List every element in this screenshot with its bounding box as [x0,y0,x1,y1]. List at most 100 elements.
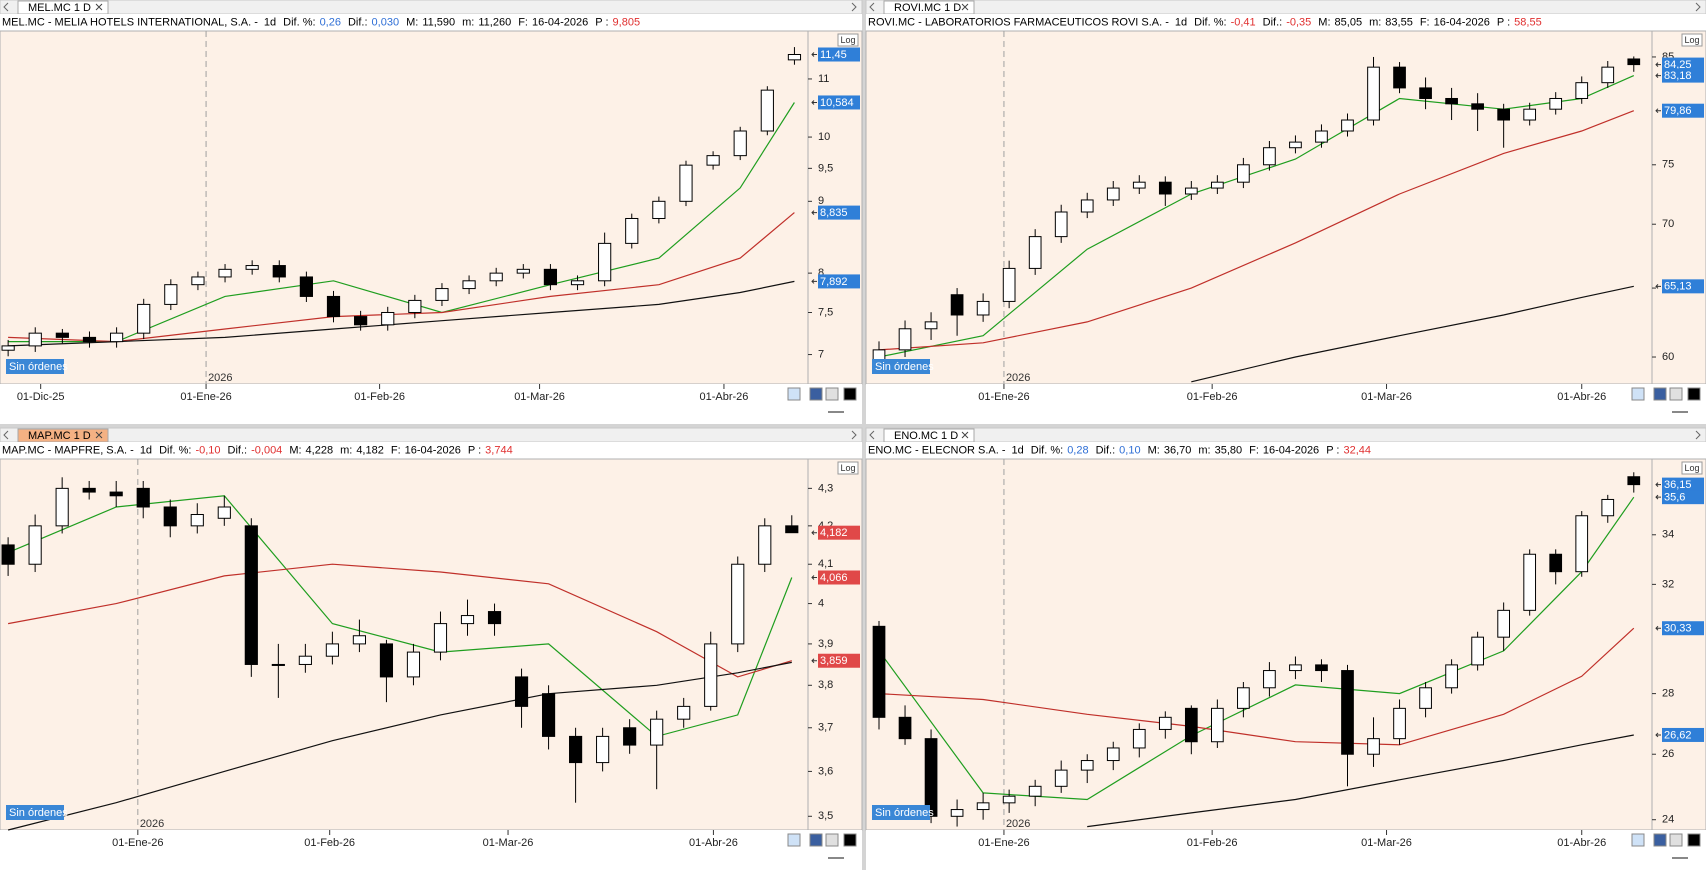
toolbar-button[interactable] [1631,387,1645,401]
y-tick-label: 60 [1662,351,1674,363]
toolbar-button[interactable] [787,833,801,847]
symbol-name: ROVI.MC - LABORATORIOS FARMACEUTICOS ROV… [868,16,1169,28]
candle-body [1341,670,1354,755]
tab-left-arrow[interactable] [869,2,875,12]
tab-left-arrow[interactable] [869,430,875,440]
candle-body [1028,785,1042,797]
toolbar-button[interactable] [809,387,823,401]
candle-body [1627,476,1641,486]
candle-body [462,280,476,290]
candle-body [109,491,123,497]
toolbar-button[interactable] [843,387,857,401]
tab-left-arrow[interactable] [3,430,9,440]
price-tag [1662,727,1704,742]
candle-body [787,54,802,61]
candle-body [218,268,232,278]
tab-right-arrow[interactable] [1695,2,1701,12]
x-tick-label: 01-Abr-26 [1557,837,1606,849]
field-label: M: [1318,16,1330,28]
toolbar-button[interactable] [825,387,839,401]
header-bar [866,442,1706,459]
candle-body [1289,141,1302,149]
tab-left-arrow[interactable] [3,2,9,12]
candle-body [625,217,639,244]
log-label[interactable]: Log [1684,35,1699,45]
candle-body [650,718,664,746]
tag-arrow [811,575,817,580]
log-button[interactable] [1681,461,1703,475]
candle-body [623,727,637,746]
toolbar-button[interactable] [1687,833,1701,847]
candle-body [1211,707,1224,743]
field-value: 16-04-2026 [1434,16,1490,28]
candle-body [898,328,912,351]
candle-body [379,643,394,678]
candle-body [1080,199,1094,213]
toolbar-button[interactable] [1631,833,1645,847]
moving-average [878,496,1635,801]
moving-average [878,110,1635,351]
toolbar-button[interactable] [1669,833,1683,847]
candle-body [596,735,610,764]
log-label[interactable]: Log [840,35,855,45]
plot-area [0,30,809,385]
tab-label[interactable]: ENO.MC 1 D [894,430,958,442]
tab-right-arrow[interactable] [1695,430,1701,440]
toolbar-button[interactable] [1687,387,1701,401]
tab-close[interactable] [961,3,969,11]
candle-body [1,345,15,351]
y-tick-label: 7,5 [818,306,833,318]
price-tag [818,95,860,110]
log-label[interactable]: Log [840,463,855,473]
orders-badge [872,805,930,820]
symbol-name: MEL.MC - MELIA HOTELS INTERNATIONAL, S.A… [2,16,258,28]
x-tick-label: 01-Ene-26 [180,391,231,403]
tab-bar [0,0,863,15]
candle-body [1419,687,1432,709]
candle-body [1367,738,1380,755]
field-label: F: [1420,16,1430,28]
log-label[interactable]: Log [1684,463,1699,473]
tag-arrow [811,279,817,284]
candle-body [1106,187,1120,201]
log-button[interactable] [837,33,859,47]
tab-label[interactable]: MEL.MC 1 D [28,2,91,14]
tag-arrow [1655,482,1661,487]
tab-label[interactable]: MAP.MC 1 D [28,430,91,442]
toolbar-button[interactable] [1669,387,1683,401]
candle-body [950,809,964,817]
field-label: P : [1326,444,1339,456]
toolbar-button[interactable] [1653,833,1667,847]
price-tag [818,205,860,220]
toolbar-button[interactable] [1653,387,1667,401]
x-tick-label: 01-Feb-26 [304,837,355,849]
tab-close[interactable] [95,3,103,11]
y-tick-label: 8 [818,267,824,279]
toolbar-button[interactable] [843,833,857,847]
tag-arrow [1655,625,1661,631]
log-button[interactable] [1681,33,1703,47]
tab-right-arrow[interactable] [851,430,857,440]
field-label: F: [518,16,528,28]
toolbar-button[interactable] [825,833,839,847]
price-tag [818,274,860,289]
log-button[interactable] [837,461,859,475]
candle-body [1549,97,1563,110]
tab-close[interactable] [95,431,103,439]
price-tag [818,653,860,668]
tab-close[interactable] [961,431,969,439]
toolbar-button[interactable] [809,833,823,847]
field-label: m: [1369,16,1381,28]
axis-area [807,458,863,831]
candle-body [704,643,718,707]
x-tick-label: 01-Abr-26 [689,837,738,849]
field-value: 36,70 [1164,444,1192,456]
tab-right-arrow[interactable] [851,2,857,12]
candle-body [137,303,151,334]
candle-body [1158,181,1172,195]
field-label: Dif.: [348,16,368,28]
candle-body [570,280,585,286]
toolbar-button[interactable] [787,387,801,401]
tab-label[interactable]: ROVI.MC 1 D [894,2,961,14]
